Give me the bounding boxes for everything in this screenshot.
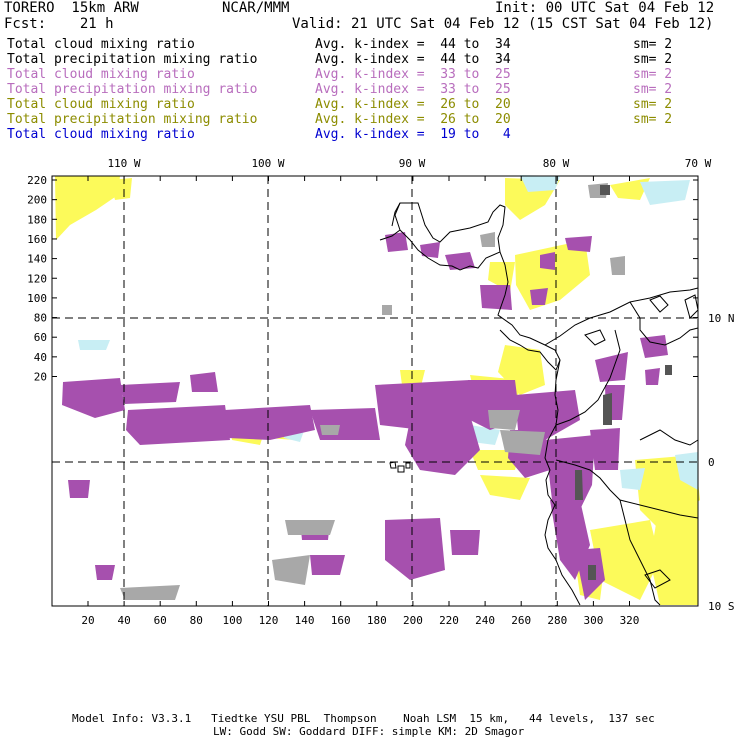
footer-physics-info: LW: Godd SW: Goddard DIFF: simple KM: 2D… <box>213 725 525 738</box>
x-tick-label: 100 <box>222 614 242 627</box>
venezuela-border <box>629 301 699 346</box>
longitude-label: 80 W <box>543 157 570 170</box>
x-tick-label: 40 <box>117 614 130 627</box>
legend-variable: Total cloud mixing ratio <box>7 67 195 82</box>
x-tick-label: 160 <box>331 614 351 627</box>
valid-time: Valid: 21 UTC Sat 04 Feb 12 (15 CST Sat … <box>292 16 714 32</box>
x-tick-label: 320 <box>620 614 640 627</box>
legend-row: Total precipitation mixing ratio Avg. k-i… <box>7 112 727 127</box>
init-time: Init: 00 UTC Sat 04 Feb 12 <box>495 0 715 16</box>
x-tick-label: 120 <box>259 614 279 627</box>
x-tick-label: 300 <box>583 614 603 627</box>
legend-row: Total cloud mixing ratio Avg. k-index = 4… <box>7 37 727 52</box>
legend-variable: Total cloud mixing ratio <box>7 37 195 52</box>
x-tick-label: 180 <box>367 614 387 627</box>
x-tick-label: 260 <box>511 614 531 627</box>
x-tick-label: 280 <box>547 614 567 627</box>
legend-kindex: Avg. k-index = 33 to 25 <box>315 67 511 82</box>
y-tick-label: 160 <box>27 233 47 246</box>
shading-layer <box>55 175 700 605</box>
central-america-coast <box>394 202 506 271</box>
model-title: TORERO 15km ARW <box>4 0 139 16</box>
legend-variable: Total precipitation mixing ratio <box>7 52 258 67</box>
longitude-label: 110 W <box>107 157 140 170</box>
legend-variable: Total precipitation mixing ratio <box>7 112 258 127</box>
longitude-label: 100 W <box>251 157 284 170</box>
gray-shading <box>120 183 625 600</box>
x-tick-label: 80 <box>190 614 203 627</box>
y-tick-label: 20 <box>34 371 47 384</box>
y-tick-label: 180 <box>27 213 47 226</box>
y-tick-label: 60 <box>34 331 47 344</box>
brazil-border <box>639 429 699 446</box>
legend-kindex: Avg. k-index = 33 to 25 <box>315 82 511 97</box>
x-tick-label: 20 <box>81 614 94 627</box>
galapagos-2 <box>397 465 405 473</box>
legend-row: Total precipitation mixing ratio Avg. k-i… <box>7 82 727 97</box>
longitude-label: 90 W <box>399 157 426 170</box>
y-tick-label: 40 <box>34 351 47 364</box>
legend-variable: Total cloud mixing ratio <box>7 97 195 112</box>
legend-kindex: Avg. k-index = 44 to 34 <box>315 37 511 52</box>
honduras-nicaragua-coast <box>497 251 561 371</box>
legend-variable: Total cloud mixing ratio <box>7 127 195 142</box>
legend-smoothing: sm= 2 <box>633 82 673 97</box>
colombia-venezuela-coast <box>544 287 699 346</box>
legend-smoothing: sm= 2 <box>633 67 673 82</box>
longitude-label: 70 W <box>685 157 712 170</box>
legend-kindex: Avg. k-index = 44 to 34 <box>315 52 511 67</box>
footer-model-info: Model Info: V3.3.1 Tiedtke YSU PBL Thomp… <box>72 712 655 725</box>
caribbean-island-1 <box>649 295 669 313</box>
y-tick-label: 80 <box>34 312 47 325</box>
caribbean-island-2 <box>684 294 699 319</box>
legend-row: Total cloud mixing ratio Avg. k-index = 2… <box>7 97 727 112</box>
axis-ticks <box>52 176 698 606</box>
lake-titicaca <box>644 569 671 589</box>
x-tick-label: 60 <box>154 614 167 627</box>
latitude-label: 10 S <box>708 600 735 613</box>
legend-smoothing: sm= 2 <box>633 112 673 127</box>
mexico-gulf-coast <box>379 229 401 241</box>
y-tick-label: 200 <box>27 194 47 207</box>
organization-label: NCAR/MMM <box>222 0 290 16</box>
galapagos-1 <box>389 461 397 469</box>
axis-tick-labels: 20 40 60 80 100 120 140 160 180 200 220 240 260 280 30… <box>27 157 734 627</box>
map-frame <box>51 175 699 607</box>
galapagos-3 <box>405 462 411 469</box>
legend-row: Total cloud mixing ratio Avg. k-index = 3… <box>7 67 727 82</box>
latitude-label: 0 <box>708 456 715 469</box>
south-america-pacific-coast <box>544 359 581 606</box>
legend-variable: Total precipitation mixing ratio <box>7 82 258 97</box>
x-tick-label: 200 <box>403 614 423 627</box>
colombia-ecuador-border <box>555 329 621 426</box>
legend-smoothing: sm= 2 <box>633 97 673 112</box>
y-tick-label: 220 <box>27 174 47 187</box>
legend-smoothing: sm= 2 <box>633 37 673 52</box>
y-tick-label: 140 <box>27 253 47 266</box>
dark-gray-shading <box>575 185 672 580</box>
x-tick-label: 220 <box>439 614 459 627</box>
yucatan-coast <box>391 202 401 227</box>
x-tick-label: 240 <box>475 614 495 627</box>
lat-lon-grid <box>52 176 698 606</box>
legend-kindex: Avg. k-index = 26 to 20 <box>315 97 511 112</box>
legend-smoothing: sm= 2 <box>633 52 673 67</box>
y-tick-label: 120 <box>27 272 47 285</box>
coastline-layer <box>379 202 699 606</box>
x-tick-label: 140 <box>295 614 315 627</box>
peru-border <box>555 459 699 519</box>
panama-lake <box>584 329 606 346</box>
legend-row: Total precipitation mixing ratio Avg. k-i… <box>7 52 727 67</box>
bolivia-border <box>619 499 661 606</box>
y-tick-label: 100 <box>27 292 47 305</box>
legend-row: Total cloud mixing ratio Avg. k-index = 1… <box>7 127 727 142</box>
latitude-label: 10 N <box>708 312 735 325</box>
forecast-hour: Fcst: 21 h <box>4 16 114 32</box>
legend-kindex: Avg. k-index = 19 to 4 <box>315 127 511 142</box>
legend-kindex: Avg. k-index = 26 to 20 <box>315 112 511 127</box>
